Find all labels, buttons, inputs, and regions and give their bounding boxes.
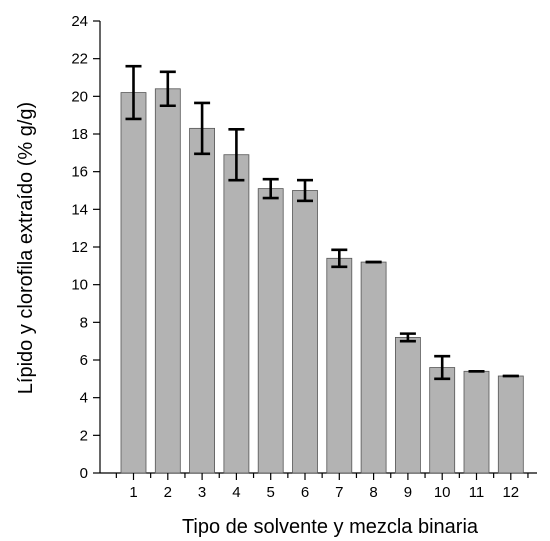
bar: [394, 336, 421, 474]
y-tick-label: 6: [80, 352, 88, 369]
y-tick-label: 18: [71, 126, 88, 143]
bar: [223, 154, 250, 474]
x-tick-label: 2: [164, 484, 172, 501]
y-tick-label: 12: [71, 239, 88, 256]
y-tick-label: 22: [71, 51, 88, 68]
x-tick-label: 4: [232, 484, 240, 501]
y-axis-title: Lípido y clorofila extraído (% g/g): [15, 102, 37, 394]
bar: [292, 190, 318, 474]
bar: [429, 367, 456, 474]
x-tick-label: 9: [404, 484, 412, 501]
x-tick-label: 8: [369, 484, 377, 501]
y-tick-label: 2: [80, 427, 88, 444]
x-axis-title: Tipo de solvente y mezcla binaria: [182, 516, 479, 538]
bar: [189, 127, 216, 474]
bar: [463, 370, 490, 474]
bar: [154, 88, 181, 474]
bar: [497, 375, 524, 474]
x-tick-label: 10: [434, 484, 451, 501]
x-tick-label: 5: [267, 484, 275, 501]
x-tick-label: 6: [301, 484, 309, 501]
bar: [257, 188, 284, 474]
y-tick-label: 20: [71, 88, 88, 105]
y-tick-label: 4: [80, 390, 88, 407]
y-tick-label: 16: [71, 164, 88, 181]
bar: [326, 257, 353, 474]
y-tick-label: 8: [80, 314, 88, 331]
x-tick-label: 12: [502, 484, 519, 501]
y-tick-label: 0: [80, 465, 88, 482]
bar: [120, 92, 147, 474]
x-tick-label: 3: [198, 484, 206, 501]
x-tick-label: 11: [469, 484, 485, 501]
bar: [360, 261, 387, 474]
y-tick-label: 10: [71, 277, 88, 294]
y-tick-label: 24: [71, 13, 88, 30]
x-tick-label: 7: [335, 484, 343, 501]
x-tick-label: 1: [129, 484, 137, 501]
y-tick-label: 14: [71, 201, 88, 218]
